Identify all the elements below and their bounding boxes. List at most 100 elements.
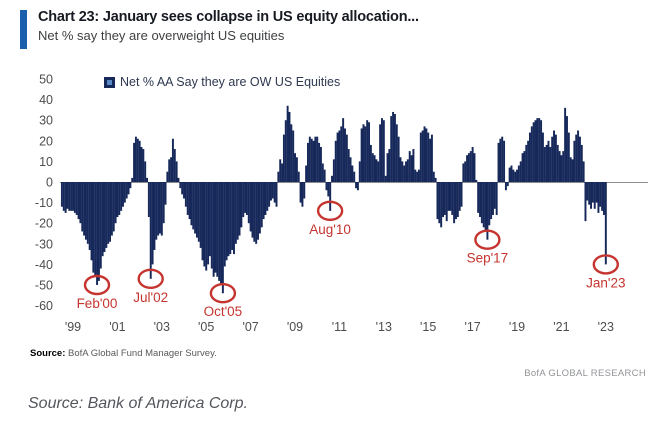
x-tick-label: '13	[376, 320, 392, 334]
y-tick-label: -40	[35, 258, 53, 272]
bar	[538, 118, 541, 182]
bar	[68, 182, 71, 211]
bar	[142, 149, 145, 182]
bar	[421, 130, 424, 182]
bar	[105, 182, 108, 248]
source-note: Source: BofA Global Fund Manager Survey.	[30, 348, 217, 359]
bar	[493, 182, 496, 209]
bar	[216, 182, 219, 277]
bar	[460, 182, 463, 207]
bar	[377, 161, 380, 182]
bar	[412, 149, 415, 182]
bar	[75, 182, 78, 215]
annotation-circle	[474, 229, 501, 250]
bar	[299, 182, 302, 203]
bar	[530, 126, 533, 182]
bar	[151, 182, 154, 265]
bar	[260, 182, 263, 228]
bar	[66, 182, 69, 209]
bar	[578, 136, 581, 182]
legend-square-marker-icon	[104, 76, 115, 88]
bar	[369, 144, 372, 182]
bar	[125, 182, 128, 199]
bar	[273, 182, 276, 203]
bar	[395, 124, 398, 182]
bar	[305, 165, 308, 182]
x-tick-label: '99	[65, 320, 81, 334]
bar	[442, 182, 444, 218]
bar	[604, 182, 607, 265]
bar	[340, 126, 343, 182]
chart-legend: Net % AA Say they are OW US Equities	[104, 75, 340, 89]
bar	[364, 126, 367, 182]
bar	[517, 165, 520, 182]
bar	[90, 182, 93, 261]
bar	[138, 140, 141, 182]
x-tick-label: '07	[242, 320, 258, 334]
bar	[458, 182, 461, 211]
bar	[245, 182, 248, 215]
bar	[371, 153, 374, 182]
bar	[440, 182, 443, 228]
bar	[429, 138, 432, 182]
bar	[356, 182, 359, 191]
bar	[445, 182, 448, 222]
bar	[290, 124, 293, 182]
bar	[157, 182, 160, 236]
x-tick-label: '23	[598, 320, 614, 334]
bar	[332, 159, 335, 182]
bar	[549, 146, 552, 182]
bar	[425, 128, 428, 182]
y-tick-label: 30	[39, 114, 53, 128]
bar	[410, 155, 413, 182]
bar	[103, 182, 106, 253]
bar	[577, 130, 580, 182]
bar	[162, 182, 165, 224]
bar	[467, 153, 470, 182]
bar	[390, 116, 393, 182]
bar	[284, 120, 287, 182]
bar	[72, 182, 74, 211]
bar	[301, 182, 304, 207]
bar	[286, 105, 289, 182]
bar	[603, 182, 605, 215]
annotation-circle	[209, 283, 237, 304]
bar	[192, 182, 195, 230]
bar	[501, 136, 504, 182]
bar	[303, 182, 306, 199]
bar	[223, 182, 226, 267]
bar	[355, 182, 358, 189]
bar	[64, 182, 67, 213]
bar	[255, 182, 258, 244]
bar	[464, 161, 467, 182]
bar	[197, 182, 200, 242]
bar	[573, 140, 576, 182]
bar	[170, 157, 173, 182]
bar	[183, 182, 185, 199]
bar	[295, 157, 298, 182]
bar	[144, 161, 147, 182]
bar	[129, 182, 132, 189]
bar	[203, 182, 206, 267]
bar	[190, 182, 193, 226]
bar	[567, 132, 570, 182]
bar	[490, 182, 493, 220]
bar	[399, 157, 402, 182]
bar	[196, 182, 198, 238]
x-tick-label: '09	[287, 320, 303, 334]
bar	[408, 151, 411, 182]
x-tick-label: '01	[109, 320, 125, 334]
bar	[504, 182, 507, 191]
bar	[85, 182, 87, 240]
bar	[323, 169, 326, 182]
bar	[349, 157, 352, 182]
bar	[403, 165, 406, 182]
bar	[62, 182, 65, 211]
bar	[480, 182, 483, 224]
bar	[186, 182, 189, 215]
bar	[210, 182, 213, 269]
bar	[554, 134, 557, 182]
bar	[556, 144, 559, 182]
chart-subtitle: Net % say they are overweight US equitie…	[38, 28, 285, 43]
bar	[60, 182, 63, 207]
